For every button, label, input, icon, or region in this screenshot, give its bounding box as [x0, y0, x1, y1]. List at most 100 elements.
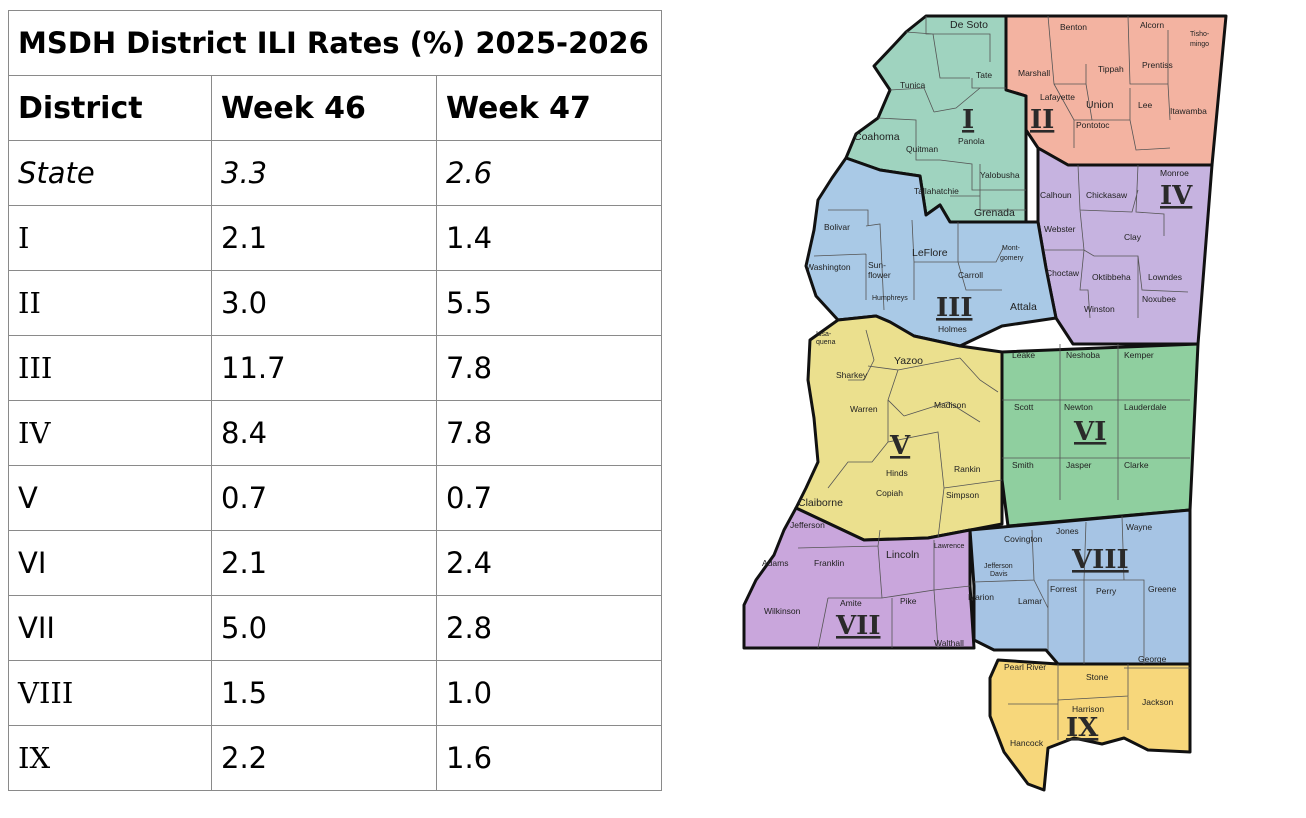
county-label: Copiah — [876, 488, 903, 498]
district-cell: IX — [8, 725, 212, 791]
district-numeral-iii: III — [936, 293, 973, 323]
week47-cell: 5.5 — [436, 270, 662, 336]
county-label: Harrison — [1072, 704, 1104, 714]
county-label: Tippah — [1098, 64, 1124, 74]
table-row: V 0.7 0.7 — [8, 465, 662, 531]
mississippi-district-map: De Soto Tate Tunica Coahoma Quitman Pano… — [742, 14, 1228, 792]
county-label: Wayne — [1126, 522, 1152, 532]
county-label: Forrest — [1050, 584, 1078, 594]
county-label: Marion — [968, 592, 994, 602]
county-label: Holmes — [938, 324, 967, 334]
header-week-46: Week 46 — [211, 75, 437, 141]
county-label: Leake — [1012, 350, 1035, 360]
county-label: Clay — [1124, 232, 1142, 242]
county-label: Marshall — [1018, 68, 1050, 78]
header-district: District — [8, 75, 212, 141]
county-label: Humphreys — [872, 295, 908, 302]
county-label: Tunica — [900, 80, 925, 90]
district-cell: VI — [8, 530, 212, 596]
county-label: Benton — [1060, 22, 1087, 32]
district-numeral-i: I — [962, 105, 974, 135]
table-row: VII 5.0 2.8 — [8, 595, 662, 661]
county-label: mingo — [1190, 41, 1209, 48]
county-label: Grenada — [974, 207, 1015, 219]
district-numeral-v: V — [889, 431, 911, 461]
table-row: I 2.1 1.4 — [8, 205, 662, 271]
county-label: Mont- — [1002, 245, 1021, 252]
district-cell: VIII — [8, 660, 212, 726]
county-label: Quitman — [906, 144, 938, 154]
county-label: Davis — [990, 571, 1008, 578]
table-header-row: District Week 46 Week 47 — [8, 75, 662, 141]
county-label: Tisho- — [1190, 31, 1210, 38]
county-label: George — [1138, 654, 1167, 664]
county-label: Stone — [1086, 672, 1108, 682]
county-label: Alcorn — [1140, 20, 1164, 30]
county-label: Sun- — [868, 260, 886, 270]
week46-cell: 2.2 — [211, 725, 437, 791]
week46-cell: 1.5 — [211, 660, 437, 726]
county-label: Lee — [1138, 100, 1152, 110]
county-label: Jefferson — [984, 563, 1013, 570]
county-label: Walthall — [934, 638, 964, 648]
table-row: III 11.7 7.8 — [8, 335, 662, 401]
county-label: Adams — [762, 558, 788, 568]
district-cell: II — [8, 270, 212, 336]
county-label: Yazoo — [894, 355, 923, 367]
week47-cell: 7.8 — [436, 400, 662, 466]
header-week-47: Week 47 — [436, 75, 662, 141]
county-label: Jefferson — [790, 520, 825, 530]
county-label: Oktibbeha — [1092, 272, 1131, 282]
week46-cell: 5.0 — [211, 595, 437, 661]
week47-cell: 7.8 — [436, 335, 662, 401]
week47-cell: 2.6 — [436, 140, 662, 206]
county-label: Lawrence — [934, 543, 964, 550]
county-label: Issa- — [816, 331, 832, 338]
district-cell: III — [8, 335, 212, 401]
county-label: Clarke — [1124, 460, 1149, 470]
week46-cell: 8.4 — [211, 400, 437, 466]
county-label: Lamar — [1018, 596, 1042, 606]
county-label: Jasper — [1066, 460, 1092, 470]
county-label: Neshoba — [1066, 350, 1100, 360]
table-row: VIII 1.5 1.0 — [8, 660, 662, 726]
county-label: gomery — [1000, 255, 1024, 262]
county-label: Simpson — [946, 490, 979, 500]
county-label: LeFlore — [912, 247, 948, 259]
county-label: Lafayette — [1040, 92, 1075, 102]
county-label: Jones — [1056, 526, 1079, 536]
district-ix-region — [988, 658, 1192, 792]
district-cell: VII — [8, 595, 212, 661]
county-label: Tallahatchie — [914, 186, 959, 196]
county-label: Pike — [900, 596, 917, 606]
district-cell: I — [8, 205, 212, 271]
district-viii-region — [968, 508, 1192, 666]
week46-cell: 3.0 — [211, 270, 437, 336]
county-label: Tate — [976, 70, 992, 80]
county-label: Prentiss — [1142, 60, 1173, 70]
week47-cell: 2.4 — [436, 530, 662, 596]
county-label: Webster — [1044, 224, 1076, 234]
table-row: IX 2.2 1.6 — [8, 725, 662, 791]
county-label: Union — [1086, 99, 1114, 111]
county-label: Itawamba — [1170, 106, 1207, 116]
county-label: Panola — [958, 136, 985, 146]
week46-cell: 3.3 — [211, 140, 437, 206]
county-label: Pearl River — [1004, 662, 1046, 672]
county-label: flower — [868, 270, 891, 280]
county-label: Washington — [806, 262, 851, 272]
district-cell: V — [8, 465, 212, 531]
week47-cell: 2.8 — [436, 595, 662, 661]
county-label: Greene — [1148, 584, 1177, 594]
district-numeral-iv: IV — [1160, 181, 1193, 211]
county-label: Covington — [1004, 534, 1043, 544]
county-label: Attala — [1010, 301, 1037, 313]
county-label: Scott — [1014, 402, 1034, 412]
week46-cell: 0.7 — [211, 465, 437, 531]
district-numeral-viii: VIII — [1071, 545, 1129, 575]
district-numeral-vi: VI — [1073, 417, 1106, 447]
county-label: Wilkinson — [764, 606, 801, 616]
table-row: State 3.3 2.6 — [8, 140, 662, 206]
district-cell: State — [8, 140, 212, 206]
county-label: Warren — [850, 404, 878, 414]
